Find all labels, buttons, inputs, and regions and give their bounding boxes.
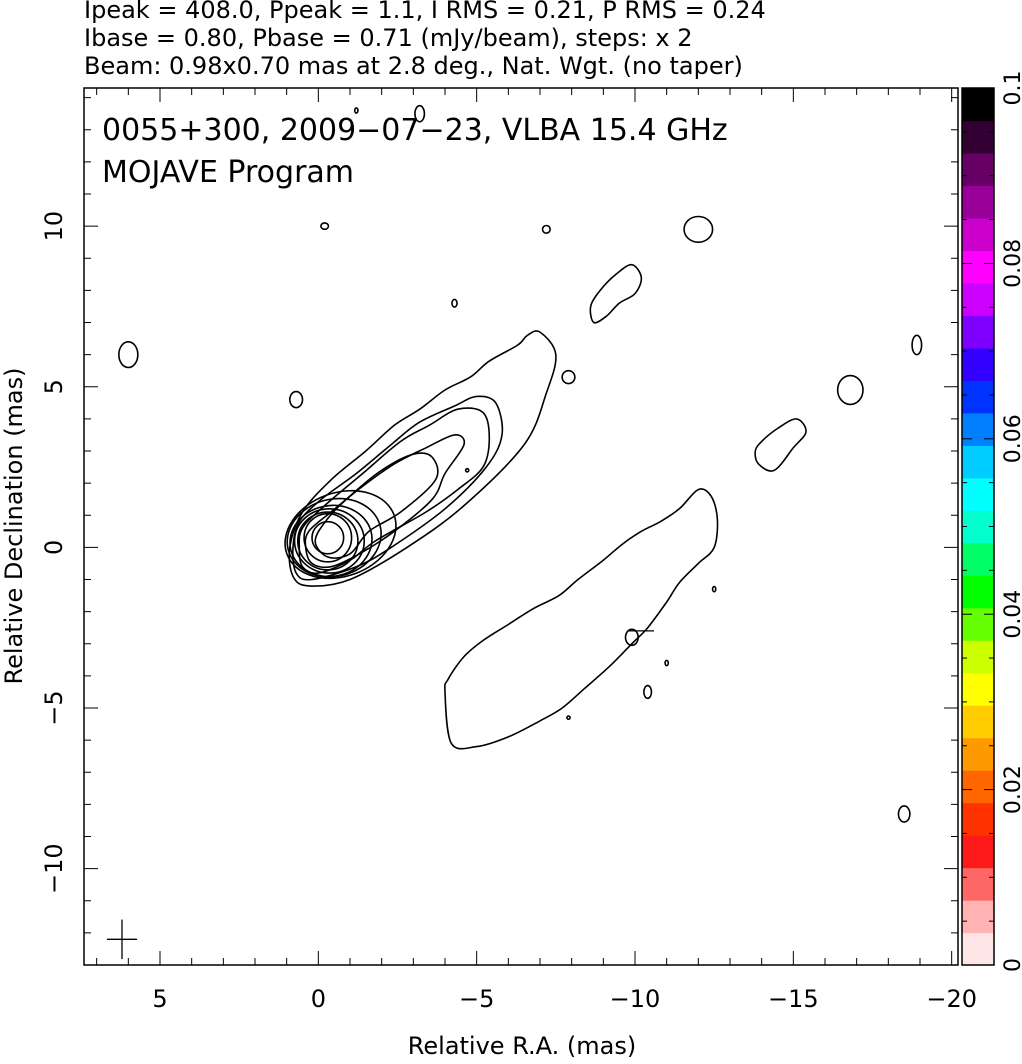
core-contour — [293, 508, 366, 574]
x-tick-label: −20 — [926, 985, 977, 1013]
jet-contour — [288, 330, 557, 587]
x-tick-label: −10 — [610, 985, 661, 1013]
isolated-contour — [897, 805, 911, 823]
colorbar-segment — [962, 802, 994, 836]
y-tick-label: −10 — [40, 843, 68, 894]
colorbar-segment — [962, 640, 994, 674]
colorbar-segment — [962, 347, 994, 381]
blob-contour — [589, 263, 643, 324]
jet-contour — [314, 452, 439, 559]
colorbar-tick-label: 0.04 — [1001, 590, 1022, 639]
colorbar-tick-label: 0 — [1001, 958, 1022, 972]
colorbar-segment — [962, 672, 994, 706]
colorbar-segment — [962, 380, 994, 414]
isolated-contour — [911, 334, 923, 356]
x-axis-label: Relative R.A. (mas) — [408, 1032, 636, 1060]
isolated-contour — [664, 659, 670, 667]
isolated-contour — [320, 222, 330, 231]
header-line-1: Ipeak = 408.0, Ppeak = 1.1, I RMS = 0.21… — [84, 0, 766, 24]
colorbar-segment — [962, 152, 994, 187]
header-line-3: Beam: 0.98x0.70 mas at 2.8 deg., Nat. Wg… — [84, 52, 743, 80]
colorbar-segment — [962, 120, 994, 154]
plot-frame — [83, 87, 959, 966]
isolated-contour — [464, 467, 470, 473]
core-contour — [296, 511, 359, 571]
blob-contour — [754, 418, 807, 472]
isolated-contour — [289, 390, 304, 409]
colorbar-segment — [962, 315, 994, 349]
core-contour — [311, 520, 345, 555]
jet-contour — [292, 395, 504, 581]
colorbar-segment — [962, 705, 994, 739]
jet-contour — [298, 407, 491, 575]
y-tick-label: 5 — [40, 379, 68, 394]
colorbar-segment — [962, 575, 994, 609]
core-contour — [284, 489, 397, 580]
colorbar-segment — [962, 607, 994, 641]
colorbar-segment — [962, 250, 994, 284]
y-tick-label: 10 — [40, 211, 68, 242]
isolated-contour — [118, 340, 139, 369]
isolated-contour — [451, 298, 458, 308]
x-tick-label: −15 — [768, 985, 819, 1013]
isolated-contour — [353, 107, 359, 114]
isolated-contour — [711, 585, 717, 593]
x-tick-label: 0 — [311, 985, 326, 1013]
isolated-contour — [683, 215, 714, 243]
isolated-contour — [624, 628, 639, 647]
colorbar-segment — [962, 185, 994, 219]
colorbar-segment — [962, 282, 994, 316]
isolated-contour — [643, 684, 653, 700]
colorbar-segment — [962, 510, 994, 544]
plot-title-line-2: MOJAVE Program — [102, 155, 354, 190]
y-tick-label: 0 — [40, 540, 68, 555]
core-contour — [303, 512, 353, 563]
y-tick-label: −5 — [40, 690, 68, 725]
colorbar-segment — [962, 900, 994, 934]
colorbar-tick-label: 0.1 — [1001, 71, 1022, 106]
y-axis-label: Relative Declination (mas) — [0, 367, 28, 684]
counterjet-contour — [444, 488, 719, 750]
colorbar-segment — [962, 737, 994, 771]
isolated-contour — [541, 224, 551, 235]
isolated-contour — [414, 104, 426, 123]
colorbar-segment — [962, 88, 994, 122]
isolated-contour — [566, 715, 571, 721]
colorbar-tick-label: 0.06 — [1001, 414, 1022, 463]
x-tick-label: 5 — [152, 985, 167, 1013]
core-contour — [286, 497, 382, 578]
colorbar-segment — [962, 217, 994, 252]
colorbar-segment — [962, 835, 994, 869]
isolated-contour — [561, 369, 576, 385]
x-tick-label: −5 — [459, 985, 494, 1013]
colorbar-segment — [962, 445, 994, 479]
header-line-2: Ibase = 0.80, Pbase = 0.71 (mJy/beam), s… — [84, 24, 693, 52]
colorbar: 0 0.02 0.04 0.06 0.08 0.1 — [961, 71, 1022, 972]
plot-area: 5 0 −5 −10 −15 −20 10 5 0 −5 −10 — [40, 87, 977, 1013]
colorbar-segment — [962, 412, 994, 446]
colorbar-segment — [962, 867, 994, 901]
colorbar-segment — [962, 542, 994, 576]
colorbar-tick-label: 0.08 — [1001, 239, 1022, 288]
colorbar-tick-label: 0.02 — [1001, 765, 1022, 814]
colorbar-segment — [962, 770, 994, 804]
colorbar-segment — [962, 477, 994, 511]
isolated-contour — [836, 374, 864, 406]
colorbar-segment — [962, 932, 994, 966]
plot-title-line-1: 0055+300, 2009−07−23, VLBA 15.4 GHz — [102, 113, 728, 148]
